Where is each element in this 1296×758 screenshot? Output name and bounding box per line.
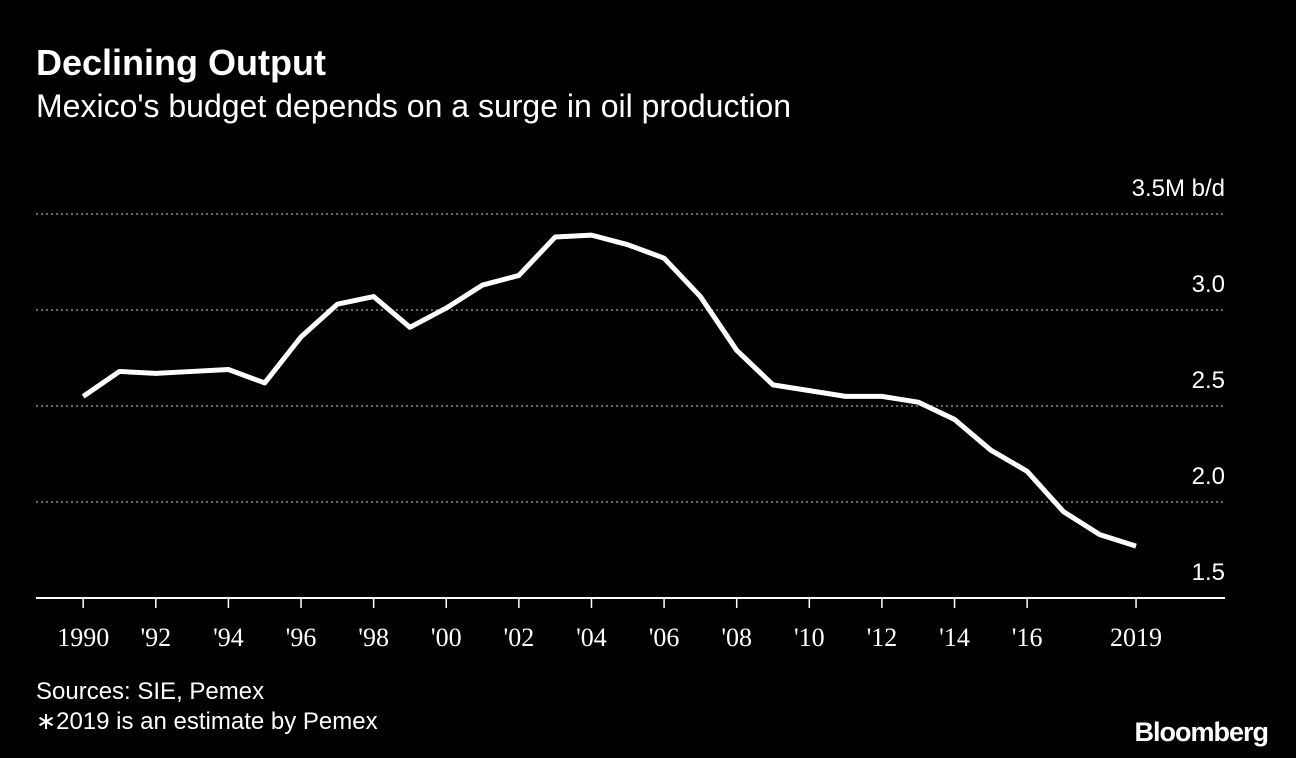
x-tick-label: '00 bbox=[431, 623, 462, 652]
y-tick-label: 2.5 bbox=[1192, 367, 1225, 394]
x-tick-label: '06 bbox=[649, 623, 680, 652]
footnote: ∗2019 is an estimate by Pemex bbox=[36, 708, 378, 735]
x-tick-label: '02 bbox=[504, 623, 535, 652]
x-tick-label: '04 bbox=[576, 623, 607, 652]
x-tick-label: '94 bbox=[213, 623, 244, 652]
brand-logo: Bloomberg bbox=[1134, 717, 1268, 747]
y-tick-label: 2.0 bbox=[1192, 463, 1225, 490]
x-tick-label: '16 bbox=[1012, 623, 1043, 652]
x-tick-label: '14 bbox=[939, 623, 970, 652]
chart-subtitle: Mexico's budget depends on a surge in oi… bbox=[36, 88, 791, 124]
x-tick-label: '08 bbox=[721, 623, 752, 652]
x-tick-label: '98 bbox=[358, 623, 389, 652]
y-tick-label: 1.5 bbox=[1192, 559, 1225, 586]
x-tick-label: '12 bbox=[867, 623, 898, 652]
x-tick-label: '10 bbox=[794, 623, 825, 652]
x-tick-label: '96 bbox=[286, 623, 317, 652]
y-tick-label: 3.0 bbox=[1192, 271, 1225, 298]
x-tick-label: '92 bbox=[140, 623, 171, 652]
source-note: Sources: SIE, Pemex bbox=[36, 678, 264, 705]
x-tick-label: 1990 bbox=[57, 623, 109, 652]
x-tick-label: 2019 bbox=[1110, 623, 1162, 652]
y-tick-label: 3.5M b/d bbox=[1132, 175, 1225, 202]
chart-title: Declining Output bbox=[36, 42, 326, 83]
data-line bbox=[81, 232, 1137, 549]
